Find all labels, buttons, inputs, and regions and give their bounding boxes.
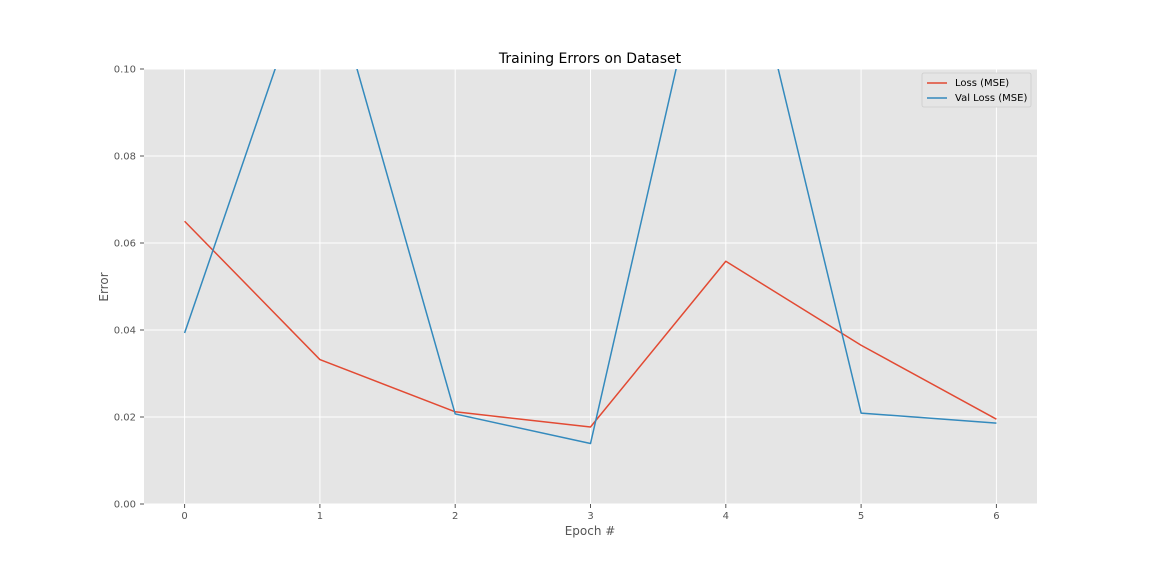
chart-title: Training Errors on Dataset [498,51,682,67]
grid-lines [144,68,1037,505]
legend-box [921,72,1032,108]
legend-label-loss: Loss (MSE) [955,78,1009,89]
y-tick-label: 0.10 [114,65,136,76]
x-tick-label: 6 [993,511,999,522]
y-axis-label: Error [97,272,111,301]
series-layer [183,69,997,445]
series-line-val-loss [183,69,997,445]
x-tick-label: 4 [723,511,729,522]
x-axis-ticks: 0 1 2 3 4 5 6 [181,504,1000,522]
y-tick-label: 0.04 [114,326,136,337]
x-tick-label: 5 [858,511,864,522]
legend: Loss (MSE) Val Loss (MSE) [921,72,1032,108]
legend-label-val-loss: Val Loss (MSE) [955,93,1027,104]
y-tick-label: 0.02 [114,413,136,424]
series-line-loss [184,220,997,428]
x-axis-label: Epoch # [565,524,616,538]
y-axis-ticks: 0.00 0.02 0.04 0.06 0.08 0.10 [114,65,144,511]
y-tick-label: 0.06 [114,239,136,250]
y-tick-label: 0.00 [114,500,136,511]
x-tick-label: 1 [317,511,323,522]
x-tick-label: 2 [452,511,458,522]
x-tick-label: 0 [181,511,187,522]
x-tick-label: 3 [587,511,593,522]
y-tick-label: 0.08 [114,152,136,163]
